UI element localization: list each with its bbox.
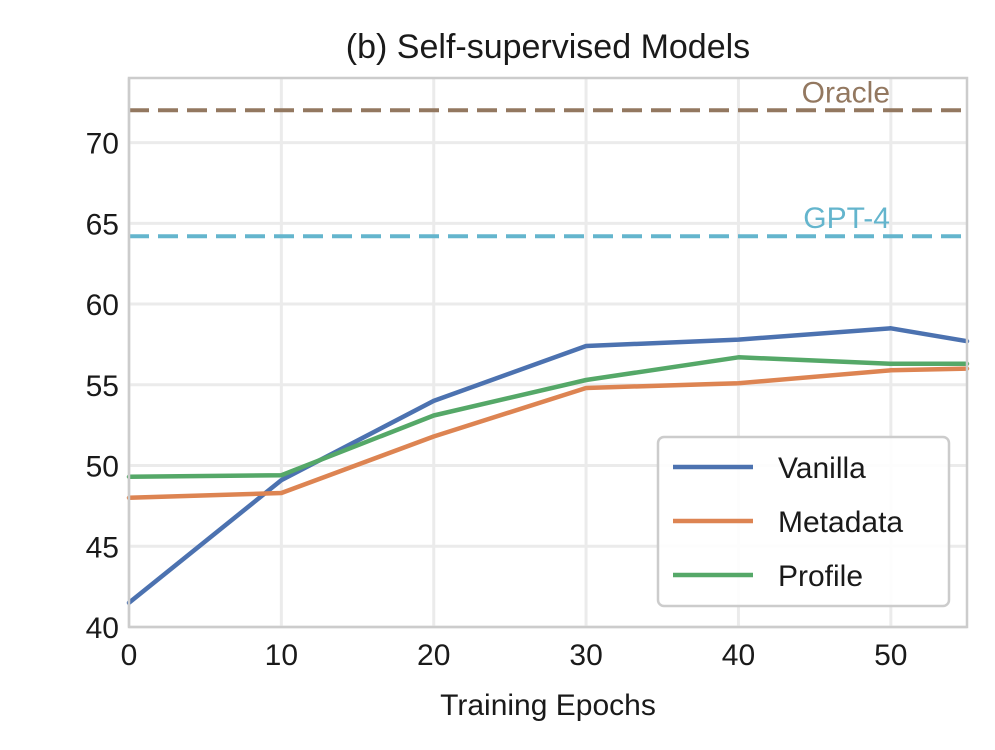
y-tick-label: 50 (86, 451, 119, 484)
y-tick-label: 70 (86, 128, 119, 161)
x-tick-label: 20 (417, 639, 450, 672)
x-tick-label: 40 (722, 639, 755, 672)
y-tick-label: 40 (86, 612, 119, 645)
y-tick-label: 60 (86, 289, 119, 322)
chart-title: (b) Self-supervised Models (346, 28, 750, 66)
legend-box (656, 435, 951, 608)
x-tick-label: 10 (265, 639, 298, 672)
reference-lines: Oracle GPT-4 (129, 76, 967, 239)
legend-label-metadata: Metadata (778, 506, 903, 539)
series-line-profile (126, 355, 970, 480)
y-tick-label: 65 (86, 208, 119, 241)
x-tick-label: 30 (569, 639, 602, 672)
series-lines (126, 326, 970, 606)
gpt-4-reference-label: GPT-4 (803, 202, 890, 235)
oracle-reference-label: Oracle (802, 76, 890, 109)
tick-labels: 0 10 20 30 40 50 40 45 50 55 60 65 70 (86, 128, 908, 672)
legend-label-profile: Profile (778, 560, 863, 593)
y-tick-label: 45 (86, 531, 119, 564)
series-line-metadata (126, 366, 970, 501)
series-line-vanilla (126, 326, 970, 606)
x-tick-label: 0 (121, 639, 138, 672)
x-tick-label: 50 (874, 639, 907, 672)
legend: Vanilla Metadata Profile (656, 435, 951, 608)
plot-frame (127, 76, 969, 629)
legend-label-vanilla: Vanilla (778, 452, 866, 485)
grid-lines (127, 78, 967, 629)
x-axis-label: Training Epochs (440, 689, 656, 722)
y-tick-label: 55 (86, 370, 119, 403)
